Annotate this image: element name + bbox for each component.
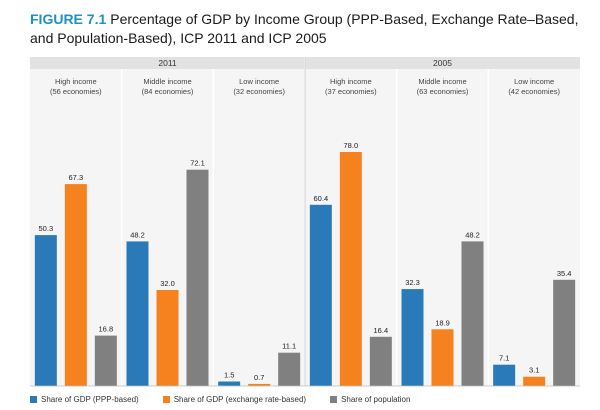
bar-exchange — [248, 383, 271, 386]
bar-ppp — [126, 241, 149, 386]
data-label-population: 16.8 — [99, 325, 114, 334]
group-economies-label: (42 economies) — [508, 87, 560, 96]
bar-exchange — [339, 152, 362, 386]
data-label-ppp: 50.3 — [39, 224, 54, 233]
bar-ppp — [309, 204, 332, 386]
legend-swatch-ppp — [30, 395, 37, 403]
bar-ppp — [218, 381, 241, 386]
data-label-ppp: 48.2 — [130, 230, 145, 239]
data-label-exchange: 78.0 — [344, 141, 359, 150]
bar-exchange — [64, 184, 87, 386]
bar-ppp — [34, 235, 57, 386]
data-label-ppp: 1.5 — [224, 371, 234, 380]
group-economies-label: (37 economies) — [325, 87, 377, 96]
bar-population — [94, 335, 117, 386]
data-label-exchange: 3.1 — [529, 366, 539, 375]
figure-label: FIGURE 7.1 — [30, 11, 107, 27]
group-name-label: Low income — [514, 77, 554, 86]
data-label-population: 72.1 — [190, 159, 205, 168]
data-label-ppp: 32.3 — [405, 278, 420, 287]
group-name-label: Middle income — [418, 77, 466, 86]
bar-population — [553, 279, 576, 386]
legend-swatch-exchange — [162, 395, 170, 403]
group-name-label: High income — [330, 77, 372, 86]
data-label-exchange: 18.9 — [435, 318, 450, 327]
title-text: Percentage of GDP by Income Group (PPP-B… — [30, 11, 579, 46]
legend-item-exchange: Share of GDP (exchange rate-based) — [162, 394, 307, 404]
legend-item-population: Share of population — [330, 395, 410, 404]
data-label-exchange: 0.7 — [254, 373, 264, 382]
data-label-ppp: 7.1 — [499, 354, 509, 363]
group-economies-label: (32 economies) — [233, 87, 285, 96]
data-label-population: 11.1 — [282, 342, 296, 351]
bar-population — [186, 169, 209, 386]
group-name-label: High income — [55, 77, 97, 86]
group-economies-label: (56 economies) — [50, 87, 102, 96]
bar-population — [461, 241, 484, 386]
year-label-2011: 2011 — [158, 58, 177, 68]
legend-label-exchange: Share of GDP (exchange rate-based) — [173, 394, 307, 404]
group-economies-label: (63 economies) — [417, 87, 469, 96]
legend-label-population: Share of population — [341, 394, 411, 404]
year-label-2005: 2005 — [433, 58, 452, 68]
bar-population — [278, 352, 301, 386]
bar-population — [369, 336, 392, 386]
legend-item-ppp: Share of GDP (PPP-based) — [30, 395, 139, 404]
year-band-2011 — [30, 57, 304, 69]
group-name-label: Low income — [239, 77, 279, 86]
year-band-2005 — [305, 57, 580, 69]
data-label-population: 48.2 — [465, 230, 480, 239]
bar-ppp — [493, 364, 516, 386]
bar-exchange — [431, 329, 454, 386]
data-label-exchange: 32.0 — [160, 279, 175, 288]
data-label-ppp: 60.4 — [314, 194, 329, 203]
chart-title: FIGURE 7.1 Percentage of GDP by Income Gr… — [30, 10, 590, 48]
bar-exchange — [523, 376, 546, 386]
legend-swatch-population — [330, 395, 338, 403]
data-label-population: 35.4 — [557, 269, 572, 278]
legend: Share of GDP (PPP-based) Share of GDP (e… — [30, 392, 590, 406]
bar-ppp — [401, 289, 424, 386]
group-name-label: Middle income — [143, 77, 191, 86]
data-label-population: 16.4 — [374, 326, 389, 335]
legend-label-ppp: Share of GDP (PPP-based) — [41, 394, 139, 404]
data-label-exchange: 67.3 — [69, 173, 84, 182]
bar-exchange — [156, 290, 179, 386]
group-economies-label: (84 economies) — [142, 87, 194, 96]
